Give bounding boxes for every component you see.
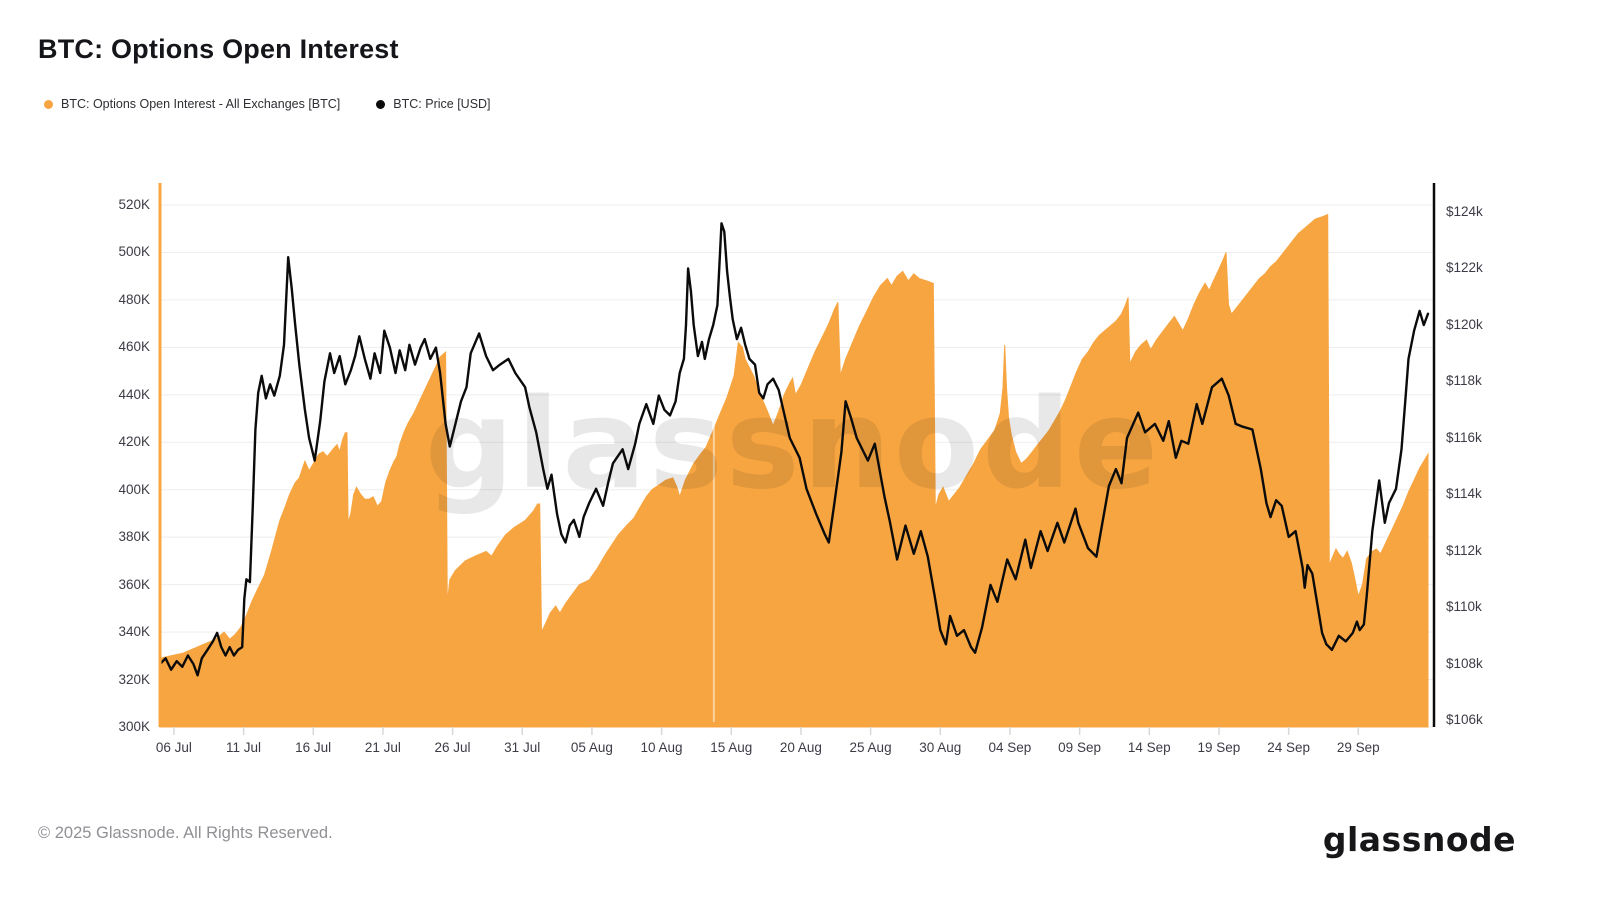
page-title: BTC: Options Open Interest [38, 34, 399, 64]
right-axis-tick: $116k [1446, 429, 1482, 445]
left-axis-tick: 360K [118, 576, 150, 592]
chart-legend: BTC: Options Open Interest - All Exchang… [44, 97, 491, 111]
x-axis-label: 05 Aug [570, 740, 613, 755]
x-axis-label: 15 Aug [710, 740, 753, 755]
x-axis-label: 11 Jul [225, 740, 262, 755]
left-axis-open-interest: 520K 500K 480K 460K 440K 420K 400K 380K … [88, 197, 150, 735]
price-line-series [158, 222, 1430, 677]
legend-label-price: BTC: Price [USD] [393, 97, 491, 111]
right-axis-tick: $106k [1446, 711, 1483, 727]
left-axis-tick: 420K [118, 434, 150, 450]
right-axis-tick: $112k [1446, 542, 1482, 558]
right-axis-tick: $114k [1446, 486, 1482, 502]
x-axis-label: 19 Sep [1197, 740, 1241, 755]
right-axis-tick: $108k [1446, 655, 1483, 671]
x-axis-label: 29 Sep [1336, 740, 1380, 755]
right-axis-tick: $122k [1446, 260, 1483, 276]
left-axis-tick: 520K [118, 197, 150, 212]
right-axis-tick: $120k [1446, 316, 1483, 332]
axis-lines [158, 183, 1436, 727]
x-axis-label: 06 Jul [155, 740, 192, 755]
glassnode-logo: glassnode [1322, 820, 1516, 859]
right-axis-tick: $110k [1446, 599, 1482, 615]
x-axis-label: 31 Jul [504, 740, 541, 755]
x-axis-label: 21 Jul [364, 740, 401, 755]
legend-item-open-interest[interactable]: BTC: Options Open Interest - All Exchang… [44, 97, 340, 111]
copyright-text: © 2025 Glassnode. All Rights Reserved. [38, 824, 333, 842]
x-axis-label: 16 Jul [295, 740, 332, 755]
left-axis-tick: 480K [118, 291, 150, 307]
x-axis-label: 04 Sep [988, 740, 1032, 755]
left-axis-tick: 400K [118, 481, 150, 497]
x-axis-dates: 06 Jul 11 Jul 16 Jul 21 Jul 26 Jul 31 Ju… [139, 739, 1393, 756]
legend-dot-orange-icon [44, 99, 53, 109]
x-axis-label: 10 Aug [640, 740, 683, 755]
left-axis-tick: 440K [118, 386, 150, 402]
left-axis-tick: 500K [118, 244, 150, 260]
x-axis-ticks [173, 727, 1360, 735]
x-axis-label: 26 Jul [434, 740, 471, 755]
x-axis-label: 24 Sep [1267, 740, 1310, 755]
open-interest-area-series [159, 213, 1429, 728]
x-axis-label: 14 Sep [1127, 740, 1171, 755]
x-axis-label: 30 Aug [919, 740, 962, 755]
right-axis-tick: $118k [1446, 373, 1482, 389]
right-axis-tick: $124k [1446, 204, 1483, 219]
legend-dot-black-icon [376, 99, 386, 109]
x-axis-label: 20 Aug [779, 740, 822, 755]
left-axis-tick: 460K [118, 339, 150, 355]
left-axis-tick: 300K [118, 718, 150, 734]
right-axis-price: $124k $122k $120k $118k $116k $114k $112… [1446, 204, 1510, 728]
legend-label-open-interest: BTC: Options Open Interest - All Exchang… [61, 97, 341, 111]
x-axis-label: 25 Aug [849, 740, 892, 755]
left-axis-tick: 320K [118, 671, 150, 687]
watermark: glassnode [425, 373, 1161, 517]
left-axis-tick: 340K [118, 624, 150, 640]
left-axis-tick: 380K [118, 529, 150, 545]
legend-item-price[interactable]: BTC: Price [USD] [376, 97, 491, 111]
x-axis-label: 09 Sep [1058, 740, 1101, 755]
